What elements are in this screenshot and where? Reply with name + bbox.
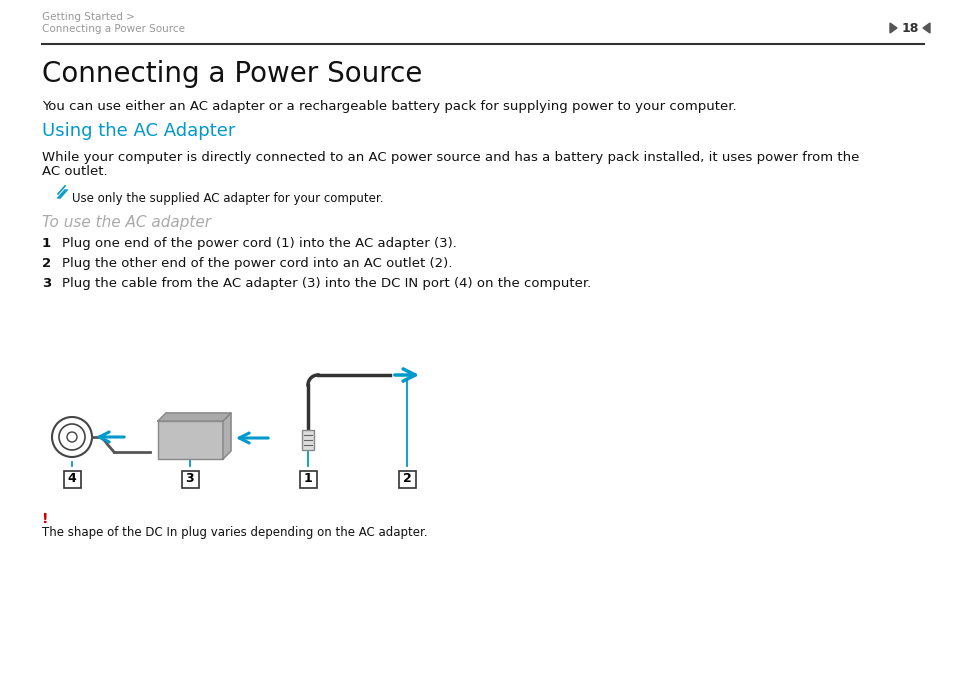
Text: AC outlet.: AC outlet.	[42, 165, 108, 178]
Text: 2: 2	[402, 472, 411, 485]
Bar	[398, 471, 416, 488]
Text: Plug the cable from the AC adapter (3) into the DC IN port (4) on the computer.: Plug the cable from the AC adapter (3) i…	[62, 277, 591, 290]
Bar	[299, 471, 316, 488]
Bar	[302, 430, 314, 450]
Bar	[64, 471, 81, 488]
Text: 2: 2	[42, 257, 51, 270]
Text: 1: 1	[42, 237, 51, 250]
Text: 4: 4	[68, 472, 76, 485]
Polygon shape	[889, 23, 896, 33]
Text: Connecting a Power Source: Connecting a Power Source	[42, 24, 185, 34]
Text: To use the AC adapter: To use the AC adapter	[42, 215, 211, 230]
Bar	[182, 471, 199, 488]
Text: While your computer is directly connected to an AC power source and has a batter: While your computer is directly connecte…	[42, 151, 859, 164]
Text: Use only the supplied AC adapter for your computer.: Use only the supplied AC adapter for you…	[71, 192, 383, 205]
Polygon shape	[923, 23, 929, 33]
Text: Plug the other end of the power cord into an AC outlet (2).: Plug the other end of the power cord int…	[62, 257, 452, 270]
Text: Connecting a Power Source: Connecting a Power Source	[42, 60, 422, 88]
Text: 3: 3	[186, 472, 194, 485]
Text: Plug one end of the power cord (1) into the AC adapter (3).: Plug one end of the power cord (1) into …	[62, 237, 456, 250]
Text: !: !	[42, 512, 49, 526]
Bar	[158, 421, 223, 459]
Text: 3: 3	[42, 277, 51, 290]
Text: 1: 1	[303, 472, 312, 485]
Text: Getting Started >: Getting Started >	[42, 12, 134, 22]
Polygon shape	[158, 413, 231, 421]
Text: You can use either an AC adapter or a rechargeable battery pack for supplying po: You can use either an AC adapter or a re…	[42, 100, 736, 113]
Text: 18: 18	[901, 22, 918, 35]
Text: Using the AC Adapter: Using the AC Adapter	[42, 122, 235, 140]
Text: The shape of the DC In plug varies depending on the AC adapter.: The shape of the DC In plug varies depen…	[42, 526, 427, 539]
Polygon shape	[223, 413, 231, 459]
